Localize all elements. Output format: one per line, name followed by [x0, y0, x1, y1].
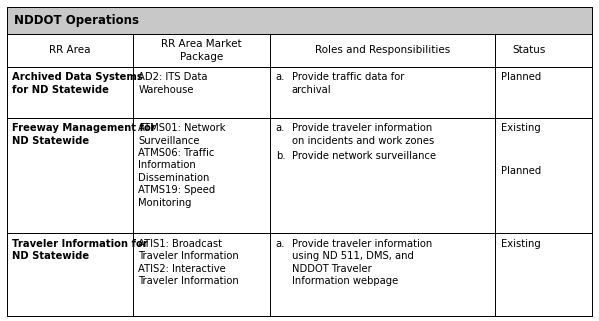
Bar [7, 7, 592, 34]
Text: Provide network surveillance: Provide network surveillance [292, 151, 436, 161]
Text: a.: a. [276, 123, 285, 133]
Text: a.: a. [276, 239, 285, 249]
Text: NDDOT Operations: NDDOT Operations [14, 14, 139, 27]
Text: Planned: Planned [501, 166, 541, 176]
Text: Archived Data Systems
for ND Statewide: Archived Data Systems for ND Statewide [13, 72, 143, 95]
Text: Status: Status [512, 45, 546, 56]
Text: b.: b. [276, 151, 285, 161]
Text: Provide traveler information
on incidents and work zones: Provide traveler information on incident… [292, 123, 434, 145]
Bar [7, 34, 592, 67]
Text: a.: a. [276, 72, 285, 82]
Text: ATIS1: Broadcast
Traveler Information
ATIS2: Interactive
Traveler Information: ATIS1: Broadcast Traveler Information AT… [138, 239, 239, 286]
Text: Freeway Management for
ND Statewide: Freeway Management for ND Statewide [13, 123, 156, 145]
Text: RR Area: RR Area [49, 45, 90, 56]
Text: Provide traffic data for
archival: Provide traffic data for archival [292, 72, 404, 95]
Text: Provide traveler information
using ND 511, DMS, and
NDDOT Traveler
Information w: Provide traveler information using ND 51… [292, 239, 432, 286]
Text: Roles and Responsibilities: Roles and Responsibilities [315, 45, 450, 56]
Text: Existing: Existing [501, 239, 541, 249]
Bar [7, 233, 592, 316]
Text: Planned: Planned [501, 72, 541, 82]
Text: Traveler Information for
ND Statewide: Traveler Information for ND Statewide [13, 239, 148, 261]
Text: RR Area Market
Package: RR Area Market Package [161, 39, 242, 62]
Bar [7, 67, 592, 117]
Text: ATMS01: Network
Surveillance
ATMS06: Traffic
Information
Dissemination
ATMS19: S: ATMS01: Network Surveillance ATMS06: Tra… [138, 123, 226, 207]
Text: AD2: ITS Data
Warehouse: AD2: ITS Data Warehouse [138, 72, 208, 95]
Text: Existing: Existing [501, 123, 541, 133]
Bar [7, 117, 592, 233]
